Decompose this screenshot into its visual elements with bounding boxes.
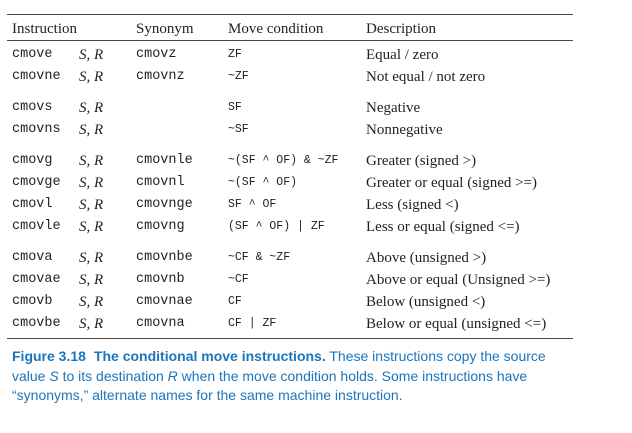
header-synonym: Synonym xyxy=(136,21,194,37)
caption-line-1: Figure 3.18 The conditional move instruct… xyxy=(12,347,612,367)
condition-cell: SF xyxy=(228,101,242,114)
operands-cell: S, R xyxy=(79,175,104,191)
condition-cell: ~SF xyxy=(228,123,249,136)
table-header-rule xyxy=(7,40,573,41)
header-instruction: Instruction xyxy=(12,21,77,37)
description-cell: Less (signed <) xyxy=(366,197,459,213)
instruction-cell: cmovb xyxy=(12,294,53,309)
description-cell: Above or equal (Unsigned >=) xyxy=(366,272,551,288)
condition-cell: ~CF xyxy=(228,273,249,286)
instruction-cell: cmovae xyxy=(12,272,61,287)
table-row: cmovbe S, R cmovna CF | ZF Below or equal (u… xyxy=(0,313,632,335)
description-cell: Below (unsigned <) xyxy=(366,294,486,310)
operands-cell: S, R xyxy=(79,153,104,169)
description-cell: Less or equal (signed <=) xyxy=(366,219,520,235)
operands-cell: S, R xyxy=(79,197,104,213)
operands-cell: S, R xyxy=(79,316,104,332)
operands-cell: S, R xyxy=(79,100,104,116)
table-row: cmova S, R cmovnbe ~CF & ~ZF Above (unsigned… xyxy=(0,247,632,269)
figure-title: The conditional move instructions. xyxy=(93,348,326,364)
synonym-cell: cmovz xyxy=(136,47,177,62)
synonym-cell: cmovnae xyxy=(136,294,193,309)
caption-text: value xyxy=(12,367,50,384)
synonym-cell: cmovnz xyxy=(136,69,185,84)
table-row: cmovl S, R cmovnge SF ^ OF Less (signed <) xyxy=(0,194,632,216)
table-row: cmovle S, R cmovng (SF ^ OF) | ZF Less or eq… xyxy=(0,216,632,238)
caption-line-2: value S to its destination R when the mo… xyxy=(12,367,612,387)
table-row: cmovne S, R cmovnz ~ZF Not equal / not zero xyxy=(0,66,632,88)
operands-cell: S, R xyxy=(79,294,104,310)
table-row: cmovns S, R ~SF Nonnegative xyxy=(0,119,632,141)
row-group: cmovs S, R SF Negative cmovns S, R ~SF Nonnegat… xyxy=(0,97,632,141)
figure-caption: Figure 3.18 The conditional move instruct… xyxy=(12,347,612,406)
operands-cell: S, R xyxy=(79,250,104,266)
operands-cell: S, R xyxy=(79,219,104,235)
row-group: cmova S, R cmovnbe ~CF & ~ZF Above (unsigned… xyxy=(0,247,632,335)
condition-cell: ~(SF ^ OF) & ~ZF xyxy=(228,154,339,167)
row-group: cmovg S, R cmovnle ~(SF ^ OF) & ~ZF Greater … xyxy=(0,150,632,238)
description-cell: Nonnegative xyxy=(366,122,443,138)
caption-variable-s: S xyxy=(49,367,59,384)
caption-text: These instructions copy the source xyxy=(325,348,546,364)
condition-cell: (SF ^ OF) | ZF xyxy=(228,220,325,233)
instruction-cell: cmove xyxy=(12,47,53,62)
synonym-cell: cmovng xyxy=(136,219,185,234)
caption-text: to its destination xyxy=(58,367,168,384)
synonym-cell: cmovnb xyxy=(136,272,185,287)
header-move-condition: Move condition xyxy=(228,21,324,37)
condition-cell: ~CF & ~ZF xyxy=(228,251,291,264)
caption-text: “synonyms,” alternate names for the same… xyxy=(12,387,403,403)
description-cell: Above (unsigned >) xyxy=(366,250,487,266)
instruction-cell: cmovle xyxy=(12,219,61,234)
table-row: cmovg S, R cmovnle ~(SF ^ OF) & ~ZF Greater … xyxy=(0,150,632,172)
table-row: cmovb S, R cmovnae CF Below (unsigned <) xyxy=(0,291,632,313)
instruction-cell: cmovl xyxy=(12,197,53,212)
table-row: cmove S, R cmovz ZF Equal / zero xyxy=(0,44,632,66)
condition-cell: ~(SF ^ OF) xyxy=(228,176,298,189)
description-cell: Greater or equal (signed >=) xyxy=(366,175,538,191)
header-description: Description xyxy=(366,21,436,37)
operands-cell: S, R xyxy=(79,122,104,138)
table-row: cmovae S, R cmovnb ~CF Above or equal (Unsig… xyxy=(0,269,632,291)
instruction-cell: cmovns xyxy=(12,122,61,137)
description-cell: Not equal / not zero xyxy=(366,69,486,85)
instruction-cell: cmova xyxy=(12,250,53,265)
operands-cell: S, R xyxy=(79,69,104,85)
table-top-rule xyxy=(7,14,573,15)
figure-label: Figure 3.18 xyxy=(12,348,86,364)
instruction-cell: cmovs xyxy=(12,100,53,115)
operands-cell: S, R xyxy=(79,272,104,288)
instruction-cell: cmovge xyxy=(12,175,61,190)
caption-variable-r: R xyxy=(167,367,178,384)
caption-text: when the move condition holds. Some inst… xyxy=(177,367,528,384)
synonym-cell: cmovnl xyxy=(136,175,185,190)
description-cell: Greater (signed >) xyxy=(366,153,477,169)
instruction-cell: cmovg xyxy=(12,153,53,168)
condition-cell: ~ZF xyxy=(228,70,249,83)
operands-cell: S, R xyxy=(79,47,104,63)
condition-cell: SF ^ OF xyxy=(228,198,277,211)
instruction-cell: cmovbe xyxy=(12,316,61,331)
table-row: cmovge S, R cmovnl ~(SF ^ OF) Greater or equ… xyxy=(0,172,632,194)
synonym-cell: cmovna xyxy=(136,316,185,331)
caption-line-3: “synonyms,” alternate names for the same… xyxy=(12,386,612,406)
table-header: Instruction Synonym Move condition Descr… xyxy=(0,19,632,39)
description-cell: Equal / zero xyxy=(366,47,439,63)
synonym-cell: cmovnbe xyxy=(136,250,193,265)
instruction-cell: cmovne xyxy=(12,69,61,84)
synonym-cell: cmovnle xyxy=(136,153,193,168)
table-row: cmovs S, R SF Negative xyxy=(0,97,632,119)
condition-cell: CF xyxy=(228,295,242,308)
condition-cell: ZF xyxy=(228,48,242,61)
synonym-cell: cmovnge xyxy=(136,197,193,212)
table-bottom-rule xyxy=(7,338,573,339)
description-cell: Below or equal (unsigned <=) xyxy=(366,316,547,332)
condition-cell: CF | ZF xyxy=(228,317,277,330)
description-cell: Negative xyxy=(366,100,421,116)
